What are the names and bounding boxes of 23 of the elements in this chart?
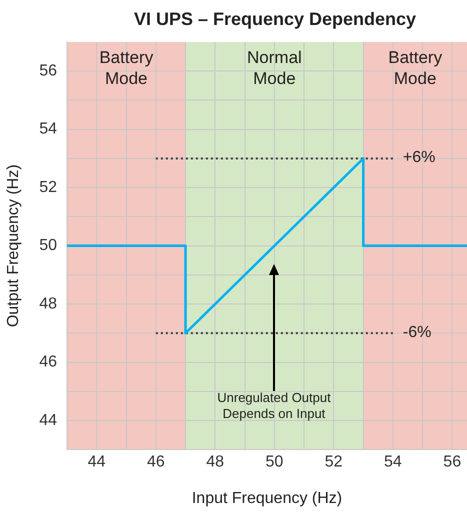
y-tick-label: 44 (39, 412, 58, 429)
band-label: Normal Mode (247, 48, 302, 88)
x-tick-label: 52 (324, 454, 343, 471)
y-tick-label: 46 (39, 354, 58, 371)
y-tick-label: 54 (39, 120, 58, 138)
x-tick-label: 44 (88, 454, 106, 471)
y-axis-title: Output Frequency (Hz) (5, 164, 22, 328)
annotation: Unregulated Output Depends on Input (216, 390, 332, 422)
series-label: -6% (402, 323, 432, 342)
x-tick-label: 56 (443, 454, 462, 471)
x-tick-label: 50 (266, 454, 284, 471)
x-tick-label: 48 (206, 454, 224, 471)
y-tick-label: 48 (39, 295, 58, 312)
y-tick-label: 56 (39, 62, 58, 80)
band-label: Battery Mode (99, 48, 154, 88)
chart-title: VI UPS – Frequency Dependency (134, 8, 416, 29)
series-label: +6% (402, 148, 436, 168)
x-axis-title: Input Frequency (Hz) (192, 490, 342, 507)
y-tick-label: 50 (39, 237, 58, 254)
band-label: Battery Mode (388, 48, 443, 88)
x-tick-label: 54 (384, 454, 402, 471)
y-tick-label: 52 (39, 178, 58, 196)
x-tick-label: 46 (146, 454, 165, 471)
